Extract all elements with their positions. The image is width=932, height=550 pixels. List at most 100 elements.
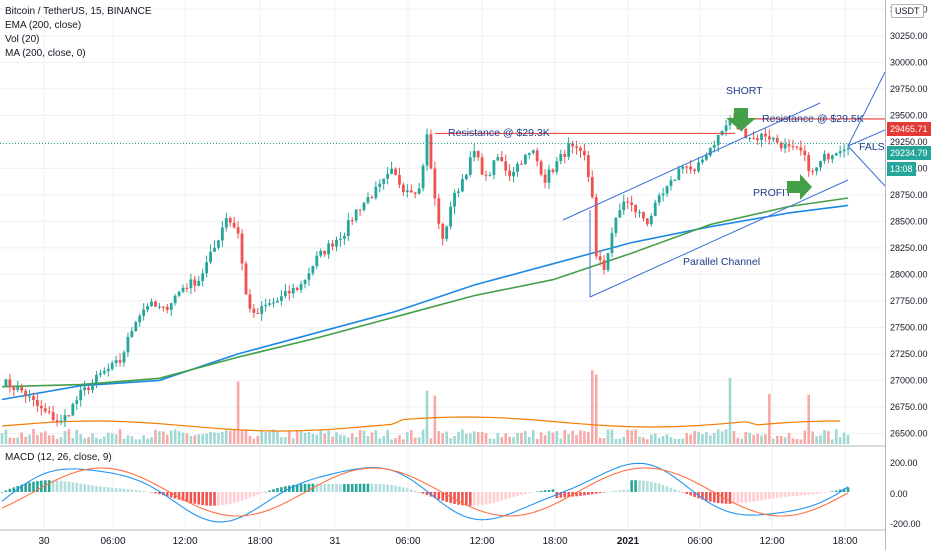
- macd-bar: [12, 487, 16, 492]
- macd-bar: [657, 483, 661, 492]
- volume-bar: [827, 431, 830, 444]
- macd-bar: [268, 490, 271, 492]
- macd-histogram: [0, 480, 850, 506]
- volume-bar: [67, 429, 71, 444]
- candle-body: [830, 155, 834, 160]
- volume-bar: [169, 430, 173, 444]
- price-chart[interactable]: 30 06:00 12:00 18:00 31 06:00 12:00 18:00 2021 06…: [0, 0, 885, 550]
- candle-body: [295, 287, 299, 290]
- macd-bar: [83, 484, 86, 492]
- currency-badge[interactable]: USDT: [891, 4, 924, 18]
- volume-bar: [697, 431, 700, 444]
- ema-legend[interactable]: EMA (200, close): [5, 20, 82, 31]
- candle-body: [842, 149, 846, 152]
- macd-bar: [437, 492, 441, 500]
- price-axis[interactable]: [885, 0, 932, 550]
- macd-bar: [256, 492, 260, 495]
- volume-bar: [221, 431, 224, 444]
- macd-bar: [291, 484, 295, 492]
- candle-body: [728, 120, 732, 126]
- volume-bar: [91, 433, 94, 444]
- candle-body: [398, 175, 401, 185]
- candle-body: [771, 137, 775, 140]
- macd-bar: [756, 492, 759, 501]
- macd-bar: [834, 490, 838, 492]
- macd-bar: [142, 491, 145, 492]
- volume-bar: [236, 381, 240, 444]
- macd-bar: [575, 492, 578, 497]
- vol-legend[interactable]: Vol (20): [5, 34, 40, 45]
- macd-bar: [815, 492, 818, 494]
- macd-bar: [712, 492, 716, 503]
- symbol-title[interactable]: Bitcoin / TetherUS, 15, BINANCE: [5, 6, 152, 17]
- macd-bar: [358, 483, 362, 492]
- volume-bar: [441, 433, 445, 444]
- candle-body: [287, 291, 291, 294]
- macd-bar: [252, 492, 256, 497]
- y-tick-label: 29250.00: [890, 137, 928, 147]
- volume-bar: [610, 429, 614, 444]
- macd-bar: [28, 482, 31, 492]
- candle-body: [724, 125, 728, 132]
- macd-bar: [681, 492, 685, 493]
- y-tick-label: 28500.00: [890, 216, 928, 226]
- volume-bar: [181, 432, 185, 444]
- volume-bar: [775, 435, 779, 444]
- macd-bar: [55, 480, 59, 492]
- candle-body: [252, 308, 256, 313]
- candle-body: [55, 420, 59, 422]
- macd-bar: [118, 488, 122, 492]
- volume-bar: [716, 429, 720, 444]
- volume-bar: [799, 439, 803, 444]
- volume-bar: [583, 431, 586, 444]
- macd-bar: [43, 480, 47, 492]
- macd-bar: [775, 492, 779, 498]
- candle-body: [823, 153, 826, 161]
- candle-body: [303, 279, 307, 285]
- candle-body: [161, 306, 165, 308]
- volume-bar: [189, 435, 193, 444]
- volume-bar: [99, 438, 102, 444]
- volume-bar: [783, 437, 787, 444]
- macd-bar: [677, 490, 681, 492]
- candle-body: [704, 155, 708, 160]
- volume-bar: [173, 429, 177, 444]
- volume-bar: [406, 432, 409, 444]
- macd-bar: [409, 489, 413, 492]
- macd-legend[interactable]: MACD (12, 26, close, 9): [5, 452, 112, 463]
- macd-bar: [638, 480, 641, 492]
- volume-bar: [177, 431, 181, 444]
- macd-bar: [390, 485, 393, 492]
- volume-bar: [228, 430, 232, 444]
- candle-body: [681, 166, 685, 169]
- candle-body: [630, 202, 634, 205]
- macd-bar: [394, 485, 397, 492]
- candle-body: [201, 273, 205, 281]
- resistance-price-tag: 29465.71: [887, 122, 931, 136]
- volume-bar: [736, 437, 740, 444]
- macd-bar: [71, 482, 75, 492]
- macd-bar: [685, 492, 689, 494]
- volume-bar: [712, 433, 716, 444]
- macd-bar: [24, 483, 27, 492]
- macd-bar: [272, 489, 275, 492]
- macd-bar: [665, 486, 669, 492]
- macd-bar: [787, 492, 791, 497]
- volume-bar: [36, 435, 39, 444]
- candle-body: [461, 179, 464, 192]
- ma-legend[interactable]: MA (200, close, 0): [5, 48, 86, 59]
- macd-bar: [602, 492, 606, 493]
- volume-bar: [346, 437, 350, 444]
- candle-body: [240, 233, 244, 264]
- candle-body: [220, 227, 224, 241]
- macd-bar: [280, 487, 283, 492]
- candle-body: [244, 263, 248, 295]
- macd-bar: [807, 492, 811, 495]
- macd-bar: [500, 492, 504, 501]
- macd-bar: [634, 480, 637, 492]
- macd-bar: [472, 492, 476, 506]
- candle-body: [500, 157, 504, 162]
- volume-bar: [248, 435, 252, 444]
- volume-bar: [488, 438, 492, 444]
